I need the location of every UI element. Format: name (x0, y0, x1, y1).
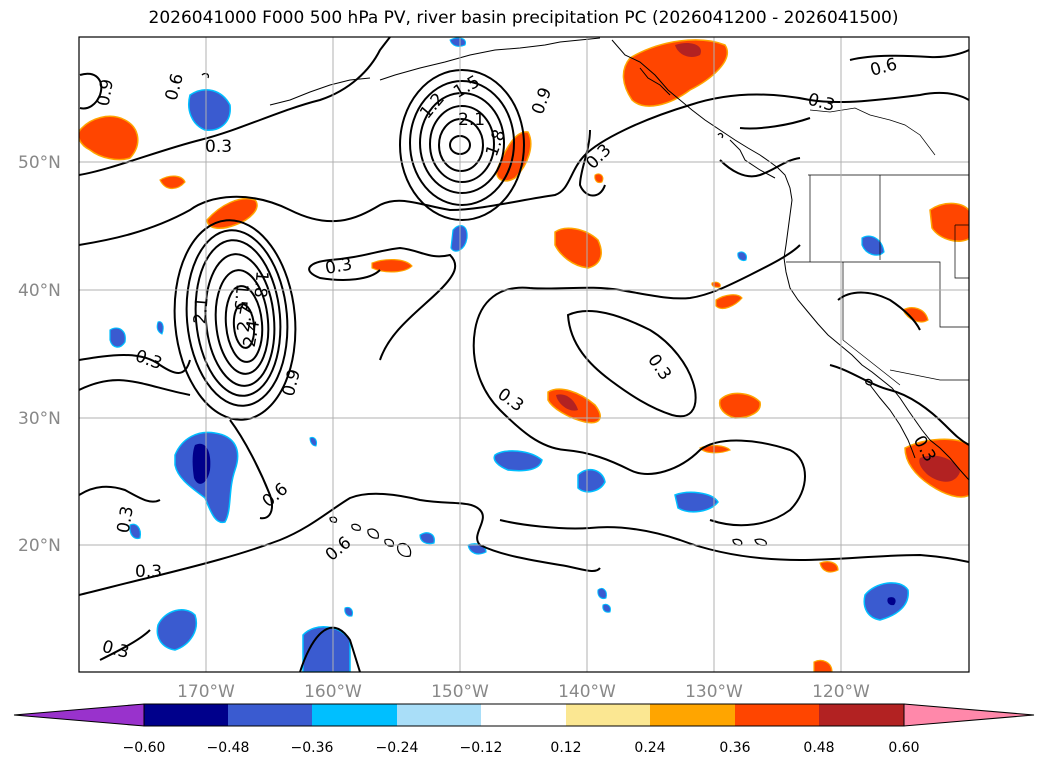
lat-label: 40°N (18, 281, 61, 301)
colorbar-segment (481, 704, 566, 726)
contour-label: 1.8 (249, 270, 271, 299)
contour-label: 0.3 (205, 137, 232, 157)
lon-label: 130°W (685, 682, 743, 702)
latitude-labels: 50°N 40°N 30°N 20°N (18, 153, 61, 556)
political-borders (786, 107, 969, 386)
plot-border (78, 36, 970, 673)
colorbar-tick-label: −0.36 (291, 740, 334, 756)
colorbar-segment (144, 704, 228, 726)
contour-label: 2.1 (458, 110, 485, 130)
map-title: 2026041000 F000 500 hPa PV, river basin … (148, 8, 899, 28)
colorbar-segment (312, 704, 397, 726)
lat-label: 30°N (18, 409, 61, 429)
colorbar-tick-label: 0.12 (550, 740, 581, 756)
colorbar-tick-label: −0.24 (376, 740, 419, 756)
hawaii-islands (329, 516, 412, 557)
colorbar-segment (566, 704, 650, 726)
colorbar-segment (735, 704, 819, 726)
colorbar-tick-label: 0.60 (888, 740, 919, 756)
longitude-labels: 170°W 160°W 150°W 140°W 130°W 120°W (177, 682, 870, 702)
contour-label: 2.4 (240, 319, 264, 349)
colorbar-extend-left (13, 703, 145, 727)
contour-label: 0.9 (94, 78, 118, 108)
contour-label: 2.1 (190, 296, 212, 325)
coastlines (269, 37, 969, 481)
colorbar-tick-label: −0.60 (123, 740, 166, 756)
colorbar-segment (819, 704, 904, 726)
colorbar-segment (650, 704, 735, 726)
lat-label: 20°N (18, 536, 61, 556)
contour-label: 0.3 (114, 505, 138, 535)
contour-label: 1.5 (230, 283, 252, 312)
colorbar: −0.60 −0.48 −0.36 −0.24 −0.12 0.12 0.24 … (13, 703, 1035, 756)
contour-label: 0.3 (324, 255, 354, 279)
colorbar-segment (228, 704, 312, 726)
colorbar-tick-label: 0.48 (803, 740, 834, 756)
colorbar-tick-label: −0.12 (460, 740, 503, 756)
lon-label: 160°W (304, 682, 362, 702)
colorbar-tick-label: 0.24 (634, 740, 665, 756)
pv-contours (79, 37, 969, 672)
colorbar-tick-label: 0.36 (719, 740, 750, 756)
colorbar-tick-label: −0.48 (207, 740, 250, 756)
contour-label: 0.3 (135, 562, 162, 582)
contour-label: 2.7 (234, 304, 258, 334)
lon-label: 170°W (177, 682, 235, 702)
lon-label: 140°W (558, 682, 616, 702)
colorbar-segment (397, 704, 481, 726)
colorbar-extend-right (903, 703, 1035, 727)
lon-label: 120°W (812, 682, 870, 702)
graticule (79, 37, 969, 672)
lat-label: 50°N (18, 153, 61, 173)
lon-label: 150°W (431, 682, 489, 702)
